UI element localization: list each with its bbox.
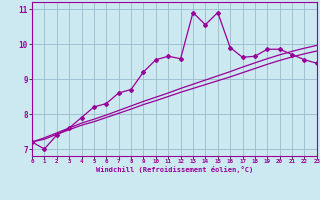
X-axis label: Windchill (Refroidissement éolien,°C): Windchill (Refroidissement éolien,°C) [96,166,253,173]
